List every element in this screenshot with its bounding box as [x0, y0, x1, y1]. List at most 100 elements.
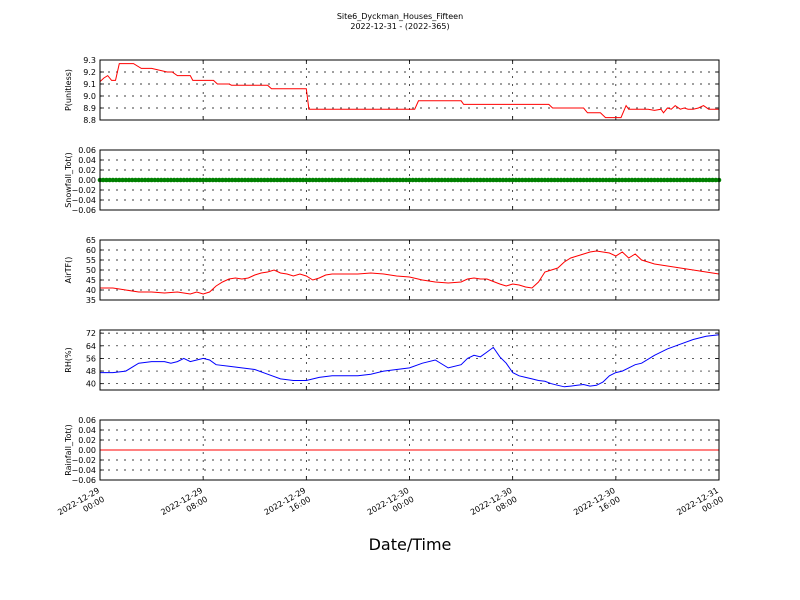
- data-point: [523, 177, 528, 183]
- data-point: [249, 177, 254, 183]
- data-point: [481, 177, 486, 183]
- data-point: [571, 177, 577, 183]
- y-tick-label: 8.9: [83, 104, 96, 113]
- data-point: [120, 177, 125, 183]
- y-tick-label: 60: [86, 246, 96, 255]
- data-point: [581, 177, 586, 183]
- data-point: [223, 177, 229, 183]
- data-point: [204, 177, 209, 183]
- data-point: [703, 177, 709, 183]
- data-point: [233, 177, 238, 183]
- chart-title: Site6_Dyckman_Houses_Fifteen: [337, 12, 463, 21]
- data-point: [549, 177, 554, 183]
- x-tick-label: 2022-12-2908:00: [159, 486, 209, 526]
- data-point: [497, 177, 503, 183]
- data-point: [590, 177, 596, 183]
- panel-1: 8.8 8.9 9.0 9.1 9.2 9.3 P(unitless): [64, 56, 720, 125]
- data-point: [623, 177, 628, 183]
- data-point: [652, 177, 657, 183]
- data-point: [565, 177, 570, 183]
- data-point: [113, 177, 119, 183]
- data-point: [561, 177, 567, 183]
- data-point: [539, 177, 544, 183]
- data-point: [307, 177, 312, 183]
- data-point: [455, 177, 461, 183]
- series-line-1: [100, 334, 720, 388]
- data-point: [294, 177, 299, 183]
- data-point: [278, 177, 283, 183]
- data-point: [655, 177, 661, 183]
- data-point: [326, 177, 332, 183]
- data-point: [681, 177, 686, 183]
- data-point: [478, 177, 483, 183]
- data-point: [471, 177, 477, 183]
- data-point: [452, 177, 457, 183]
- data-point: [210, 177, 216, 183]
- series-line-1: [99, 63, 719, 119]
- data-point: [313, 177, 319, 183]
- data-point: [239, 177, 245, 183]
- data-point: [529, 177, 535, 183]
- data-point: [500, 177, 506, 183]
- data-point: [287, 177, 293, 183]
- data-point: [165, 177, 171, 183]
- data-point: [449, 177, 454, 183]
- data-point: [310, 177, 316, 183]
- data-point: [552, 177, 557, 183]
- data-point: [642, 177, 648, 183]
- chart-panels: 8.88.99.09.19.29.3P(unitless) −0.06−0.04−…: [56, 56, 725, 526]
- data-point: [687, 177, 693, 183]
- data-point: [345, 177, 351, 183]
- y-axis-label: Snowfall_Tot(): [64, 152, 73, 208]
- data-point: [619, 177, 625, 183]
- data-point: [275, 177, 280, 183]
- data-point: [220, 177, 225, 183]
- data-point: [297, 177, 303, 183]
- data-point: [300, 177, 306, 183]
- data-point: [271, 177, 277, 183]
- data-point: [197, 177, 203, 183]
- data-point: [400, 177, 406, 183]
- x-tick-label: 2022-12-2900:00: [56, 486, 106, 526]
- data-point: [384, 177, 390, 183]
- data-point: [352, 177, 357, 183]
- data-point: [387, 177, 393, 183]
- data-point: [603, 177, 609, 183]
- data-point: [158, 177, 164, 183]
- y-tick-label: 40: [86, 380, 96, 389]
- data-point: [129, 177, 135, 183]
- data-point: [429, 177, 435, 183]
- data-point: [678, 177, 683, 183]
- data-point: [629, 177, 635, 183]
- data-point: [458, 177, 464, 183]
- data-point: [342, 177, 348, 183]
- data-point: [465, 177, 470, 183]
- data-point: [162, 177, 167, 183]
- data-point: [555, 177, 561, 183]
- data-point: [213, 177, 219, 183]
- data-point: [578, 177, 583, 183]
- data-point: [268, 177, 274, 183]
- data-point: [171, 177, 177, 183]
- data-point: [607, 177, 612, 183]
- data-point: [304, 177, 309, 183]
- data-point: [445, 177, 451, 183]
- y-tick-label: 0.04: [78, 156, 96, 165]
- y-tick-label: 0.00: [78, 446, 96, 455]
- data-point: [584, 177, 590, 183]
- data-point: [484, 177, 490, 183]
- data-point: [507, 177, 512, 183]
- data-point: [323, 177, 328, 183]
- panel-5: −0.06−0.04−0.020.000.020.040.06 Rainfall_…: [64, 416, 720, 485]
- data-point: [516, 177, 522, 183]
- data-point: [291, 177, 296, 183]
- data-point: [349, 177, 354, 183]
- data-point: [371, 177, 377, 183]
- data-point: [100, 177, 106, 183]
- data-point: [255, 177, 261, 183]
- data-point: [252, 177, 258, 183]
- data-point: [432, 177, 438, 183]
- data-point: [710, 177, 715, 183]
